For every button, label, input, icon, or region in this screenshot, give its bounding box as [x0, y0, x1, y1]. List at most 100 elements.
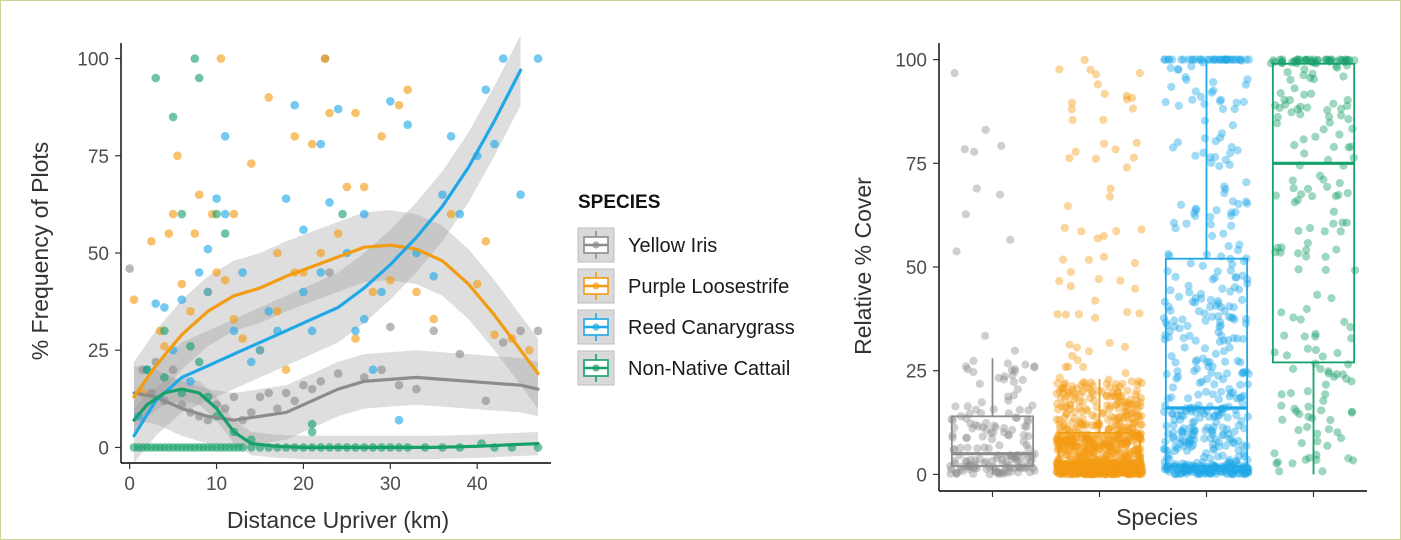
- jitter-point-purple-loosestrife: [1113, 445, 1122, 454]
- jitter-point-non-native-cattail: [1342, 55, 1351, 64]
- jitter-point-non-native-cattail: [1313, 290, 1322, 299]
- jitter-point-reed-canarygrass: [1174, 65, 1183, 74]
- point-reed-canarygrass: [394, 415, 404, 425]
- jitter-point-purple-loosestrife: [1100, 89, 1109, 98]
- jitter-point-purple-loosestrife: [1070, 469, 1079, 478]
- jitter-point-reed-canarygrass: [1220, 468, 1230, 477]
- jitter-point-reed-canarygrass: [1185, 467, 1194, 476]
- jitter-point-purple-loosestrife: [1079, 470, 1088, 479]
- jitter-point-non-native-cattail: [1272, 459, 1281, 468]
- jitter-point-yellow-iris: [992, 454, 1002, 463]
- jitter-point-purple-loosestrife: [1083, 469, 1092, 478]
- jitter-point-non-native-cattail: [1311, 345, 1320, 355]
- jitter-point-reed-canarygrass: [1234, 452, 1243, 461]
- jitter-point-non-native-cattail: [1329, 142, 1338, 152]
- jitter-point-reed-canarygrass: [1197, 289, 1206, 299]
- jitter-point-purple-loosestrife: [1052, 389, 1061, 398]
- jitter-point-purple-loosestrife: [1132, 138, 1141, 147]
- point-purple-loosestrife: [412, 287, 421, 297]
- jitter-point-reed-canarygrass: [1179, 442, 1188, 451]
- jitter-point-non-native-cattail: [1319, 125, 1328, 134]
- jitter-point-purple-loosestrife: [1089, 470, 1098, 479]
- jitter-point-purple-loosestrife: [1078, 414, 1087, 423]
- legend-label-non-native-cattail: Non-Native Cattail: [628, 358, 790, 380]
- jitter-point-reed-canarygrass: [1213, 296, 1222, 306]
- jitter-point-reed-canarygrass: [1240, 470, 1249, 479]
- jitter-point-reed-canarygrass: [1178, 427, 1187, 436]
- jitter-point-reed-canarygrass: [1190, 208, 1199, 217]
- jitter-point-purple-loosestrife: [1081, 383, 1090, 392]
- jitter-point-purple-loosestrife: [1073, 470, 1082, 479]
- jitter-point-reed-canarygrass: [1168, 432, 1177, 441]
- jitter-point-yellow-iris: [993, 468, 1002, 477]
- legend-label-purple-loosestrife: Purple Loosestrife: [628, 276, 789, 298]
- jitter-point-purple-loosestrife: [1129, 153, 1138, 162]
- jitter-point-purple-loosestrife: [1130, 258, 1139, 268]
- jitter-point-purple-loosestrife: [1068, 385, 1077, 395]
- jitter-point-yellow-iris: [1023, 415, 1032, 424]
- jitter-point-reed-canarygrass: [1225, 458, 1235, 467]
- jitter-point-purple-loosestrife: [1078, 397, 1087, 406]
- jitter-point-reed-canarygrass: [1172, 374, 1181, 383]
- jitter-point-purple-loosestrife: [1077, 429, 1086, 438]
- jitter-point-reed-canarygrass: [1210, 380, 1219, 389]
- jitter-point-purple-loosestrife: [1087, 447, 1096, 456]
- jitter-point-non-native-cattail: [1343, 189, 1352, 198]
- jitter-point-purple-loosestrife: [1105, 338, 1114, 348]
- jitter-point-purple-loosestrife: [1070, 462, 1079, 471]
- jitter-point-purple-loosestrife: [1075, 397, 1084, 406]
- jitter-point-purple-loosestrife: [1060, 420, 1069, 429]
- point-reed-canarygrass: [151, 299, 160, 308]
- jitter-point-purple-loosestrife: [1108, 389, 1117, 398]
- jitter-point-reed-canarygrass: [1227, 221, 1236, 230]
- jitter-point-purple-loosestrife: [1118, 397, 1127, 406]
- jitter-point-purple-loosestrife: [1136, 420, 1145, 429]
- jitter-point-purple-loosestrife: [1114, 469, 1123, 479]
- jitter-point-purple-loosestrife: [1085, 443, 1094, 452]
- jitter-point-purple-loosestrife: [1091, 154, 1100, 163]
- point-yellow-iris: [325, 268, 334, 277]
- jitter-point-non-native-cattail: [1337, 434, 1346, 443]
- jitter-point-yellow-iris: [1004, 430, 1013, 439]
- jitter-point-reed-canarygrass: [1192, 408, 1201, 417]
- jitter-point-purple-loosestrife: [1079, 362, 1088, 372]
- jitter-point-yellow-iris: [1004, 392, 1013, 401]
- jitter-point-purple-loosestrife: [1105, 192, 1114, 201]
- jitter-point-purple-loosestrife: [1122, 467, 1131, 476]
- jitter-point-reed-canarygrass: [1240, 463, 1249, 472]
- legend-label-reed-canarygrass: Reed Canarygrass: [628, 317, 795, 339]
- point-reed-canarygrass: [160, 303, 169, 312]
- jitter-point-yellow-iris: [1013, 457, 1022, 466]
- jitter-point-purple-loosestrife: [1063, 462, 1072, 472]
- jitter-point-purple-loosestrife: [1081, 433, 1090, 442]
- jitter-point-purple-loosestrife: [1117, 439, 1126, 448]
- jitter-point-purple-loosestrife: [1093, 433, 1102, 443]
- jitter-point-purple-loosestrife: [1111, 379, 1120, 388]
- point-reed-canarygrass: [203, 287, 213, 297]
- jitter-point-reed-canarygrass: [1175, 434, 1184, 443]
- jitter-point-purple-loosestrife: [1088, 448, 1097, 457]
- jitter-point-purple-loosestrife: [1076, 452, 1085, 461]
- jitter-point-reed-canarygrass: [1191, 293, 1200, 302]
- jitter-point-yellow-iris: [951, 402, 960, 411]
- jitter-point-purple-loosestrife: [1104, 433, 1113, 442]
- jitter-point-reed-canarygrass: [1206, 469, 1215, 478]
- jitter-point-purple-loosestrife: [1055, 387, 1064, 396]
- jitter-point-reed-canarygrass: [1191, 55, 1200, 64]
- jitter-point-yellow-iris: [1008, 371, 1017, 380]
- jitter-point-reed-canarygrass: [1173, 138, 1182, 147]
- jitter-point-purple-loosestrife: [1126, 433, 1135, 442]
- jitter-point-yellow-iris: [972, 405, 981, 414]
- jitter-point-yellow-iris: [952, 468, 961, 477]
- point-reed-canarygrass: [359, 209, 369, 219]
- jitter-point-purple-loosestrife: [1126, 400, 1135, 409]
- jitter-point-purple-loosestrife: [1062, 450, 1072, 459]
- jitter-point-reed-canarygrass: [1207, 465, 1216, 474]
- jitter-point-yellow-iris: [966, 455, 975, 464]
- jitter-point-non-native-cattail: [1288, 176, 1297, 185]
- jitter-point-yellow-iris: [975, 454, 984, 463]
- jitter-point-non-native-cattail: [1322, 56, 1331, 65]
- jitter-point-non-native-cattail: [1293, 196, 1302, 205]
- jitter-point-purple-loosestrife: [1061, 462, 1070, 471]
- jitter-point-yellow-iris: [975, 379, 984, 388]
